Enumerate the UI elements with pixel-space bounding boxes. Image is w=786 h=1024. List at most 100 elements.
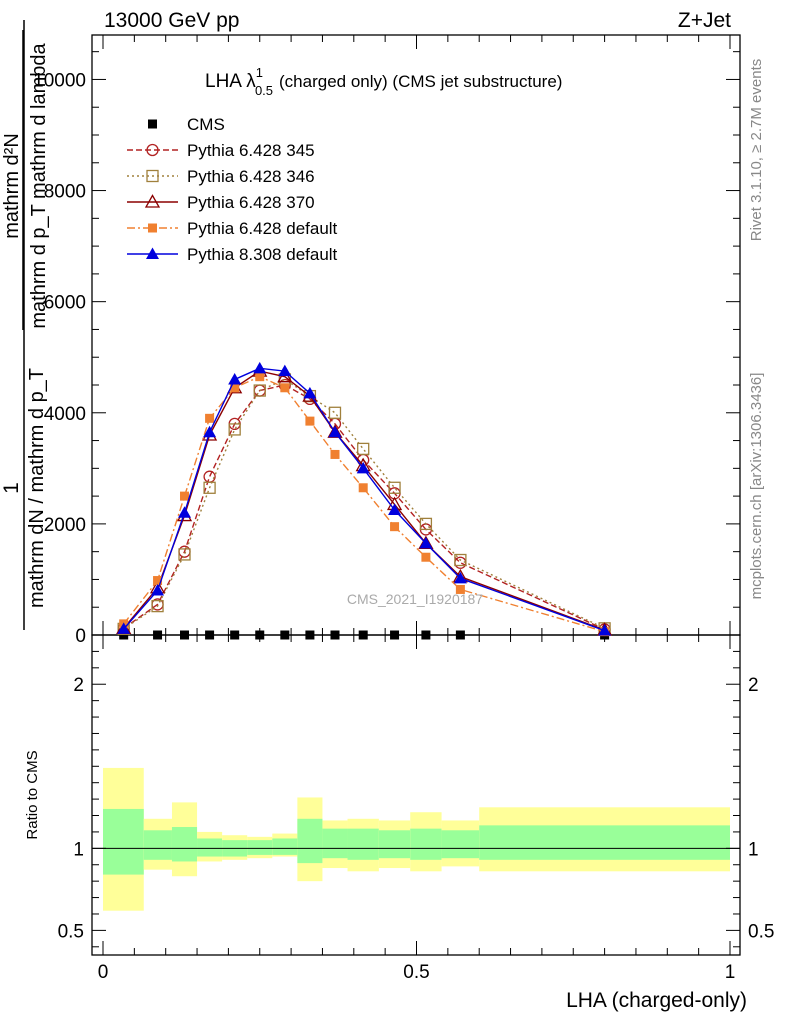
data-point-cms: [230, 630, 240, 640]
y-label-one: 1: [0, 482, 23, 494]
plot-title: LHA λ1 0.5 (charged only) (CMS jet substru…: [205, 65, 562, 98]
y-label-denominator: mathrm dN / mathrm d p_T: [26, 368, 48, 608]
y-tick-label: 8000: [44, 182, 86, 203]
ratio-band-inner: [272, 838, 298, 855]
ratio-band-inner: [347, 828, 379, 860]
data-point-cms: [180, 630, 190, 640]
y-tick-label: 6000: [44, 293, 86, 314]
data-point-p6def: [255, 372, 265, 382]
ratio-band-inner: [378, 830, 411, 859]
series-line-p6def: [123, 375, 605, 633]
data-point-p8def: [278, 364, 292, 377]
mcplots-side-label: mcplots.cern.ch [arXiv:1306.3436]: [748, 373, 765, 600]
data-point-p8def: [303, 386, 317, 399]
y-tick-label: 2000: [44, 515, 86, 536]
ratio-band-inner: [297, 818, 323, 864]
data-point-p346: [357, 442, 370, 456]
header-energy-label: 13000 GeV pp: [104, 9, 239, 32]
legend-marker-p345: [146, 143, 159, 157]
data-point-p345: [203, 470, 216, 483]
series-line-p346: [123, 378, 605, 630]
ratio-tick-label-right: 2: [748, 675, 759, 696]
legend-entry-p370: Pythia 6.428 370: [127, 193, 315, 212]
legend: CMS Pythia 6.428 345 Pythia 6.428 346 Pythi…: [127, 115, 338, 264]
legend-marker-p370: [144, 194, 161, 208]
legend-entry-p345: Pythia 6.428 345: [127, 141, 315, 160]
data-point-p8def: [453, 571, 467, 584]
ratio-band-inner: [322, 828, 348, 859]
legend-entry-p6def: Pythia 6.428 default: [127, 219, 338, 238]
y-label-num-top: mathrm d²N: [1, 133, 23, 239]
rivet-side-label: Rivet 3.1.10, ≥ 2.7M events: [748, 59, 765, 242]
ratio-band-inner: [410, 828, 442, 860]
legend-label-p370: Pythia 6.428 370: [187, 193, 315, 212]
data-point-p6def: [153, 576, 163, 586]
plot-title-sub: 0.5: [255, 83, 273, 98]
data-point-p6def: [230, 383, 240, 393]
legend-marker-p346: [146, 169, 159, 183]
data-point-p8def: [203, 425, 217, 438]
legend-entry-p8def: Pythia 8.308 default: [127, 245, 338, 264]
series-cms: [119, 630, 610, 640]
data-point-cms: [205, 630, 215, 640]
data-point-p6def: [421, 552, 431, 562]
ratio-band-inner: [103, 808, 144, 875]
legend-label-p346: Pythia 6.428 346: [187, 167, 315, 186]
data-point-cms: [280, 630, 290, 640]
data-point-p8def: [151, 584, 165, 596]
y-label-num-bottom: mathrm d p_T mathrm d lambda: [28, 42, 50, 328]
series-p8def: [117, 361, 612, 636]
data-point-p6def: [390, 522, 400, 532]
ratio-plot-frame: [91, 634, 741, 956]
ratio-band-inner: [441, 830, 480, 859]
ratio-band-inner: [479, 825, 730, 860]
ratio-tick-label-left: 0.5: [58, 921, 84, 942]
header-process-label: Z+Jet: [678, 9, 731, 32]
data-point-p6def: [330, 449, 340, 459]
data-point-cms: [390, 630, 400, 640]
legend-entry-cms: CMS: [148, 115, 225, 134]
ratio-band-inner: [171, 827, 198, 862]
data-point-cms: [358, 630, 368, 640]
data-point-cms: [255, 630, 265, 640]
ratio-tick-label-right: 1: [748, 839, 759, 860]
series-line-p8def: [123, 367, 605, 632]
y-tick-label: 0: [75, 626, 86, 647]
x-tick-label: 0: [98, 962, 109, 983]
series-line-p345: [123, 384, 605, 631]
y-tick-label: 10000: [33, 70, 86, 91]
y-tick-label: 4000: [44, 404, 86, 425]
data-point-p8def: [419, 536, 433, 549]
x-axis-label: LHA (charged-only): [566, 989, 747, 1012]
ratio-tick-label-left: 2: [73, 675, 84, 696]
legend-label-p6def: Pythia 6.428 default: [187, 219, 338, 238]
data-point-cms: [305, 630, 315, 640]
data-point-p346: [178, 548, 191, 561]
data-point-p346: [253, 384, 266, 397]
ratio-tick-label-right: 0.5: [748, 921, 774, 942]
y-axis-label-main: 1 mathrm d²N mathrm d p_T mathrm d lambd…: [0, 20, 50, 630]
ratio-band-inner: [143, 830, 172, 860]
data-point-p6def: [455, 584, 465, 594]
analysis-watermark: CMS_2021_I1920187: [347, 591, 483, 607]
data-point-cms: [421, 630, 431, 640]
y-axis-label-ratio: Ratio to CMS: [24, 750, 41, 839]
ratio-band-inner: [247, 840, 273, 855]
data-point-p8def: [228, 372, 242, 385]
legend-label-cms: CMS: [187, 115, 225, 134]
data-point-p6def: [205, 413, 215, 423]
data-point-cms: [153, 630, 163, 640]
data-point-p6def: [180, 491, 190, 501]
data-point-p8def: [598, 624, 612, 636]
data-point-p346: [151, 599, 164, 613]
data-point-p8def: [253, 361, 267, 374]
data-point-cms: [455, 630, 465, 640]
legend-marker-p6def: [148, 223, 157, 233]
legend-label-p345: Pythia 6.428 345: [187, 141, 315, 160]
ratio-uncertainty-bands: [103, 767, 730, 911]
data-point-p346: [388, 481, 401, 494]
legend-entry-p346: Pythia 6.428 346: [127, 167, 315, 186]
plot-title-sup: 1: [256, 65, 263, 80]
data-point-p8def: [328, 425, 342, 438]
data-point-p8def: [117, 622, 131, 634]
